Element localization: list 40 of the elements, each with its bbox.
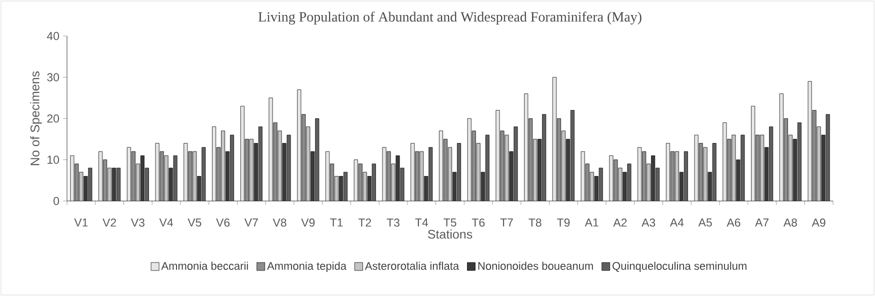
x-tick-label: A6: [726, 218, 740, 227]
x-tick-label: T7: [500, 218, 513, 226]
y-tick-label: 40: [46, 32, 60, 40]
legend-label: Nonionoides boueanum: [478, 262, 593, 270]
legend-label: Quinqueloculina seminulum: [612, 262, 746, 272]
x-tick-label: T5: [444, 218, 456, 227]
x-tick-label: T2: [358, 218, 372, 227]
x-tick-label: V2: [102, 218, 116, 227]
x-tick-label: T8: [528, 218, 542, 227]
x-tick-label: T3: [386, 218, 400, 227]
y-axis-title: No of Specimens: [30, 71, 42, 166]
x-tick-label: T9: [557, 218, 570, 227]
y-tick-label: 0: [54, 196, 60, 206]
x-tick-label: V5: [188, 218, 202, 227]
x-tick-label: A3: [642, 218, 656, 227]
y-tick-label: 30: [47, 73, 60, 82]
x-tick-label: A2: [613, 218, 627, 227]
x-axis-title: Stations: [428, 229, 472, 239]
chart-title: Living Population of Abundant and Widespread Foraminifera (May): [258, 12, 642, 24]
x-tick-label: T1: [330, 218, 343, 226]
x-tick-label: T4: [415, 218, 428, 226]
x-tick-label: V1: [74, 218, 88, 226]
x-tick-label: A5: [698, 218, 712, 227]
x-tick-label: A1: [584, 218, 598, 226]
x-tick-label: A4: [670, 218, 684, 226]
x-tick-label: V7: [244, 218, 258, 226]
y-tick-label: 10: [48, 156, 60, 164]
x-tick-label: V9: [301, 218, 315, 227]
x-tick-label: V8: [272, 218, 286, 227]
x-tick-label: V4: [159, 218, 173, 226]
y-tick-label: 20: [47, 114, 60, 123]
x-tick-label: V6: [216, 218, 230, 227]
x-tick-label: A8: [783, 218, 797, 227]
legend-label: Ammonia beccarii: [161, 262, 248, 270]
x-tick-label: V3: [130, 218, 144, 227]
legend-label: Asterorotalia inflata: [364, 262, 460, 270]
legend-label: Ammonia tepida: [267, 262, 347, 272]
x-tick-label: A9: [812, 218, 826, 227]
x-tick-label: A7: [755, 218, 769, 226]
x-tick-label: T6: [472, 218, 485, 227]
